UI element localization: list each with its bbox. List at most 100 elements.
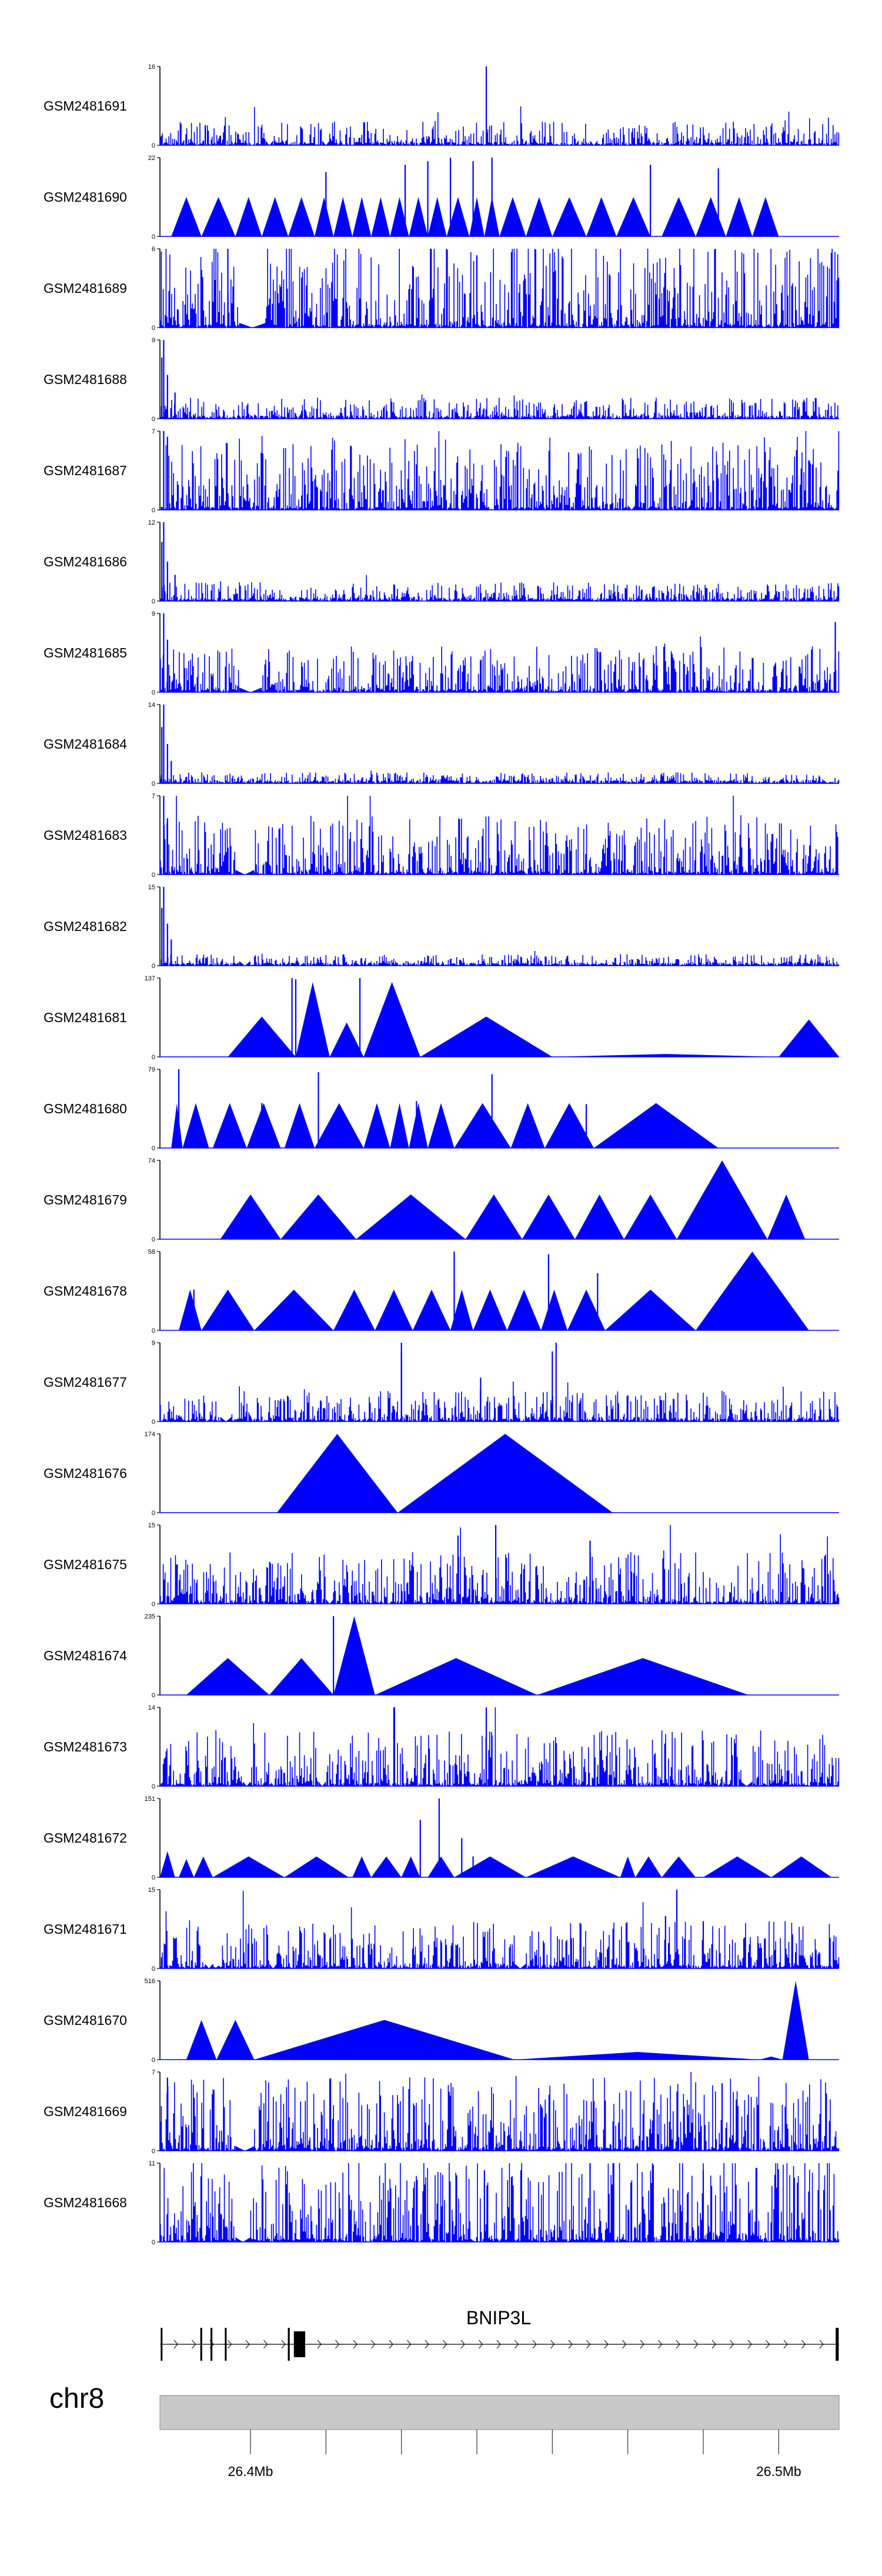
- strand-chevron: [281, 2340, 286, 2349]
- signal-triangle: [409, 197, 428, 236]
- track-GSM2481672: GSM2481672 151 0: [44, 1796, 839, 1881]
- strand-chevron: [568, 2340, 573, 2349]
- y-min-label: 0: [152, 1966, 155, 1973]
- gap-valley: [231, 1599, 236, 1604]
- gap-valley: [205, 1963, 213, 1968]
- signal-triangle: [171, 1103, 183, 1148]
- track-GSM2481670: GSM2481670 516 0: [44, 1978, 839, 2064]
- signal-triangle: [522, 1194, 575, 1239]
- track-label: GSM2481687: [44, 463, 127, 478]
- track-GSM2481669: GSM2481669 7 0: [44, 2069, 840, 2155]
- signal-triangle: [390, 197, 409, 236]
- gap-valley: [318, 1781, 326, 1786]
- signal-bars: [160, 950, 840, 966]
- signal-triangle: [390, 1103, 409, 1148]
- track-GSM2481676: GSM2481676 174 0: [44, 1431, 839, 1517]
- y-min-label: 0: [152, 233, 155, 241]
- signal-bars: [160, 575, 840, 601]
- y-min-label: 0: [152, 1783, 155, 1790]
- signal-triangle: [696, 1252, 809, 1330]
- signal-triangle: [363, 982, 420, 1057]
- signal-triangle: [510, 1103, 545, 1148]
- signal-triangle: [186, 2020, 217, 2060]
- signal-triangle: [662, 197, 696, 236]
- track-label: GSM2481674: [44, 1648, 127, 1663]
- signal-triangle: [420, 1016, 553, 1057]
- y-min-label: 0: [152, 416, 155, 423]
- signal-triangle: [220, 1194, 281, 1239]
- signal-bars: [160, 394, 840, 419]
- signal-triangle: [726, 197, 753, 236]
- track-label: GSM2481685: [44, 645, 127, 660]
- track-label: GSM2481688: [44, 372, 127, 387]
- signal-triangle: [635, 1856, 662, 1877]
- y-max-label: 7: [152, 2069, 155, 2076]
- signal-triangle: [375, 1658, 537, 1695]
- gap-valley: [239, 687, 262, 692]
- signal-bars: [160, 636, 840, 692]
- signal-triangle: [262, 197, 289, 236]
- signal-triangle: [333, 1289, 375, 1330]
- strand-chevron: [658, 2340, 663, 2349]
- track-GSM2481682: GSM2481682 15 0: [44, 884, 840, 970]
- track-GSM2481691: GSM2481691 16 0: [44, 64, 840, 149]
- gap-valley: [552, 1599, 556, 1604]
- track-GSM2481687: GSM2481687 7 0: [44, 428, 840, 514]
- y-max-label: 14: [148, 702, 155, 709]
- signal-triangle: [427, 1103, 455, 1148]
- signal-triangle: [760, 2056, 783, 2060]
- signal-triangle: [171, 197, 202, 236]
- gene-model: [160, 2328, 839, 2361]
- strand-chevron: [389, 2340, 393, 2349]
- gap-valley: [198, 1599, 202, 1604]
- track-label: GSM2481691: [44, 98, 127, 114]
- signal-triangle: [201, 1289, 255, 1330]
- signal-triangle: [616, 197, 651, 236]
- signal-triangle: [280, 1194, 356, 1239]
- signal-triangle: [541, 1289, 567, 1330]
- signal-triangle: [254, 1289, 334, 1330]
- signal-triangle: [179, 1289, 202, 1330]
- y-min-label: 0: [152, 2148, 155, 2155]
- y-max-label: 74: [148, 1157, 155, 1164]
- chromosome-ideogram: [159, 2395, 840, 2430]
- gap-valley: [326, 1599, 334, 1604]
- strand-chevron: [622, 2340, 627, 2349]
- gap-valley: [265, 140, 273, 145]
- gap-valley: [231, 140, 236, 145]
- signal-triangle: [677, 1160, 768, 1239]
- strand-chevron: [604, 2340, 609, 2349]
- strand-chevron: [730, 2340, 734, 2349]
- signal-triangle: [427, 1856, 455, 1877]
- gap-valley: [590, 140, 598, 145]
- y-max-label: 15: [148, 1522, 155, 1529]
- y-max-label: 6: [152, 246, 155, 253]
- signal-triangle: [216, 2020, 255, 2060]
- signal-triangle: [356, 1194, 466, 1239]
- track-GSM2481689: GSM2481689 6 0: [44, 246, 840, 332]
- signal-triangle: [507, 1289, 542, 1330]
- exon: [836, 2328, 839, 2361]
- signal-bars: [160, 1890, 840, 1968]
- strand-chevron: [819, 2340, 824, 2349]
- signal-triangle: [552, 197, 587, 236]
- track-GSM2481681: GSM2481681 137 0: [44, 975, 839, 1061]
- track-label: GSM2481673: [44, 1739, 127, 1754]
- gap-valley: [514, 1963, 526, 1968]
- strand-chevron: [640, 2340, 644, 2349]
- exon: [293, 2331, 306, 2357]
- track-GSM2481690: GSM2481690 22 0: [44, 155, 839, 241]
- signal-triangle: [352, 197, 372, 236]
- signal-triangle: [409, 1103, 428, 1148]
- track-label: GSM2481671: [44, 1921, 127, 1937]
- y-max-label: 14: [148, 1704, 155, 1711]
- gap-valley: [741, 1781, 753, 1786]
- strand-chevron: [586, 2340, 591, 2349]
- y-min-label: 0: [152, 780, 155, 788]
- y-min-label: 0: [152, 872, 155, 879]
- strand-chevron: [353, 2340, 358, 2349]
- signal-triangle: [593, 1103, 719, 1148]
- strand-chevron: [694, 2340, 699, 2349]
- signal-triangle: [446, 197, 470, 236]
